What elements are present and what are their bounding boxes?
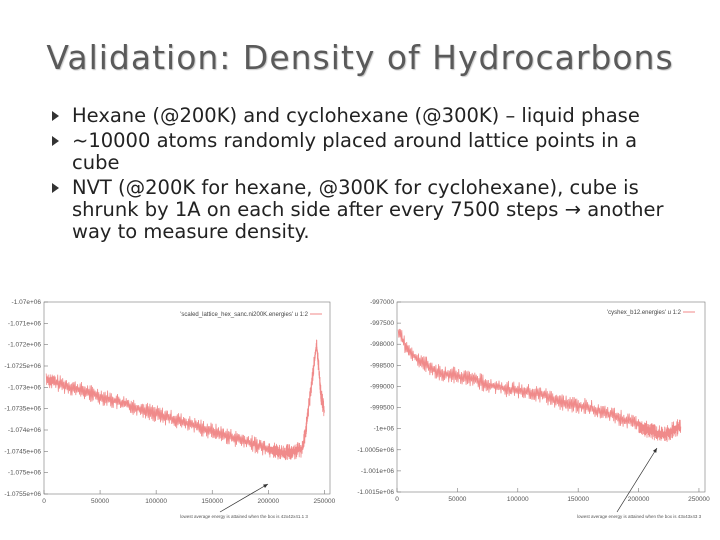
bullet-text: NVT (@200K for hexane, @300K for cyclohe… [72, 176, 639, 221]
y-tick-label: -1.07e+06 [12, 299, 42, 306]
hexane-energy-plot-svg: -1.07e+06 -1.071e+06 -1.072e+06 -1.0725e+06… [4, 299, 336, 519]
bullet-text: ~10000 atoms randomly placed around latt… [72, 129, 638, 174]
triangle-bullet-icon [52, 183, 59, 193]
triangle-bullet-icon [52, 111, 59, 121]
y-tick-label: -1.001e+06 [361, 468, 394, 475]
x-tick-label: 50000 [91, 498, 109, 505]
y-tick-label: -1.073e+06 [8, 384, 41, 391]
plot-frame [396, 301, 706, 493]
legend-label: 'scaled_lattice_hex_sanc.ni200K.energies… [180, 312, 308, 318]
y-tick-label: -1.0015e+06 [357, 489, 394, 496]
cyclohexane-energy-plot-svg: -997000 -997500 -998000 -998500 -999000 -9995… [357, 299, 710, 519]
bullet-item: NVT (@200K for hexane, @300K for cyclohe… [50, 177, 690, 243]
x-tick-label: 100000 [145, 498, 167, 505]
x-tick-label: 200000 [628, 496, 650, 503]
legend-label: 'cyshex_b12.energies' u 1:2 [607, 310, 682, 316]
y-tick-label: -1.0735e+06 [4, 406, 41, 413]
x-tick-label: 150000 [201, 498, 223, 505]
x-tick-label: 0 [395, 496, 399, 503]
y-tick-label: -1.0725e+06 [4, 363, 41, 370]
hexane-energy-plot: -1.07e+06 -1.071e+06 -1.072e+06 -1.0725e+06… [0, 296, 345, 526]
energy-series-line [45, 339, 325, 461]
y-tick-label: -999000 [370, 383, 394, 390]
bullet-text-continuation: another way to measure density. [72, 198, 664, 243]
triangle-bullet-icon [52, 136, 59, 146]
bullet-item: ~10000 atoms randomly placed around latt… [50, 130, 690, 174]
annotation-arrow [616, 447, 658, 513]
y-tick-label: -1.074e+06 [8, 427, 41, 434]
y-tick-label: -999500 [370, 405, 394, 412]
y-tick-label: -1.0745e+06 [4, 448, 41, 455]
x-tick-label: 200000 [257, 498, 279, 505]
x-tick-label: 100000 [507, 496, 529, 503]
y-tick-label: -1.075e+06 [8, 470, 41, 477]
x-tick-label: 250000 [314, 498, 336, 505]
y-tick-label: -1.071e+06 [8, 320, 41, 327]
annotation-text: lowest average energy is attained when t… [577, 514, 702, 519]
y-tick-label: -1.072e+06 [8, 342, 41, 349]
y-tick-label: -1e+06 [374, 426, 395, 433]
y-tick-label: -1.0755e+06 [4, 491, 41, 498]
annotation-arrow [219, 483, 269, 513]
y-tick-label: -997000 [370, 299, 394, 306]
plot-frame [43, 301, 331, 495]
cyclohexane-energy-plot: -997000 -997500 -998000 -998500 -999000 -9995… [355, 296, 715, 526]
x-tick-label: 250000 [688, 496, 710, 503]
y-tick-label: -997500 [370, 320, 394, 327]
y-tick-label: -1.0005e+06 [357, 447, 394, 454]
x-tick-label: 50000 [448, 496, 466, 503]
y-tick-label: -998500 [370, 362, 394, 369]
x-tick-label: 0 [42, 498, 46, 505]
right-arrow-icon: → [564, 198, 581, 221]
annotation-arrowhead [263, 484, 268, 489]
annotation-text: lowest average energy is attained when t… [180, 514, 308, 519]
y-tick-label: -998000 [370, 341, 394, 348]
energy-series-line [397, 328, 682, 442]
annotation-arrowhead [652, 448, 657, 453]
bullet-item: Hexane (@200K) and cyclohexane (@300K) –… [50, 105, 690, 127]
slide-title: Validation: Density of Hydrocarbons [46, 38, 674, 77]
bullet-text: Hexane (@200K) and cyclohexane (@300K) –… [72, 104, 640, 127]
bullet-list: Hexane (@200K) and cyclohexane (@300K) –… [50, 105, 690, 246]
x-tick-label: 150000 [567, 496, 589, 503]
